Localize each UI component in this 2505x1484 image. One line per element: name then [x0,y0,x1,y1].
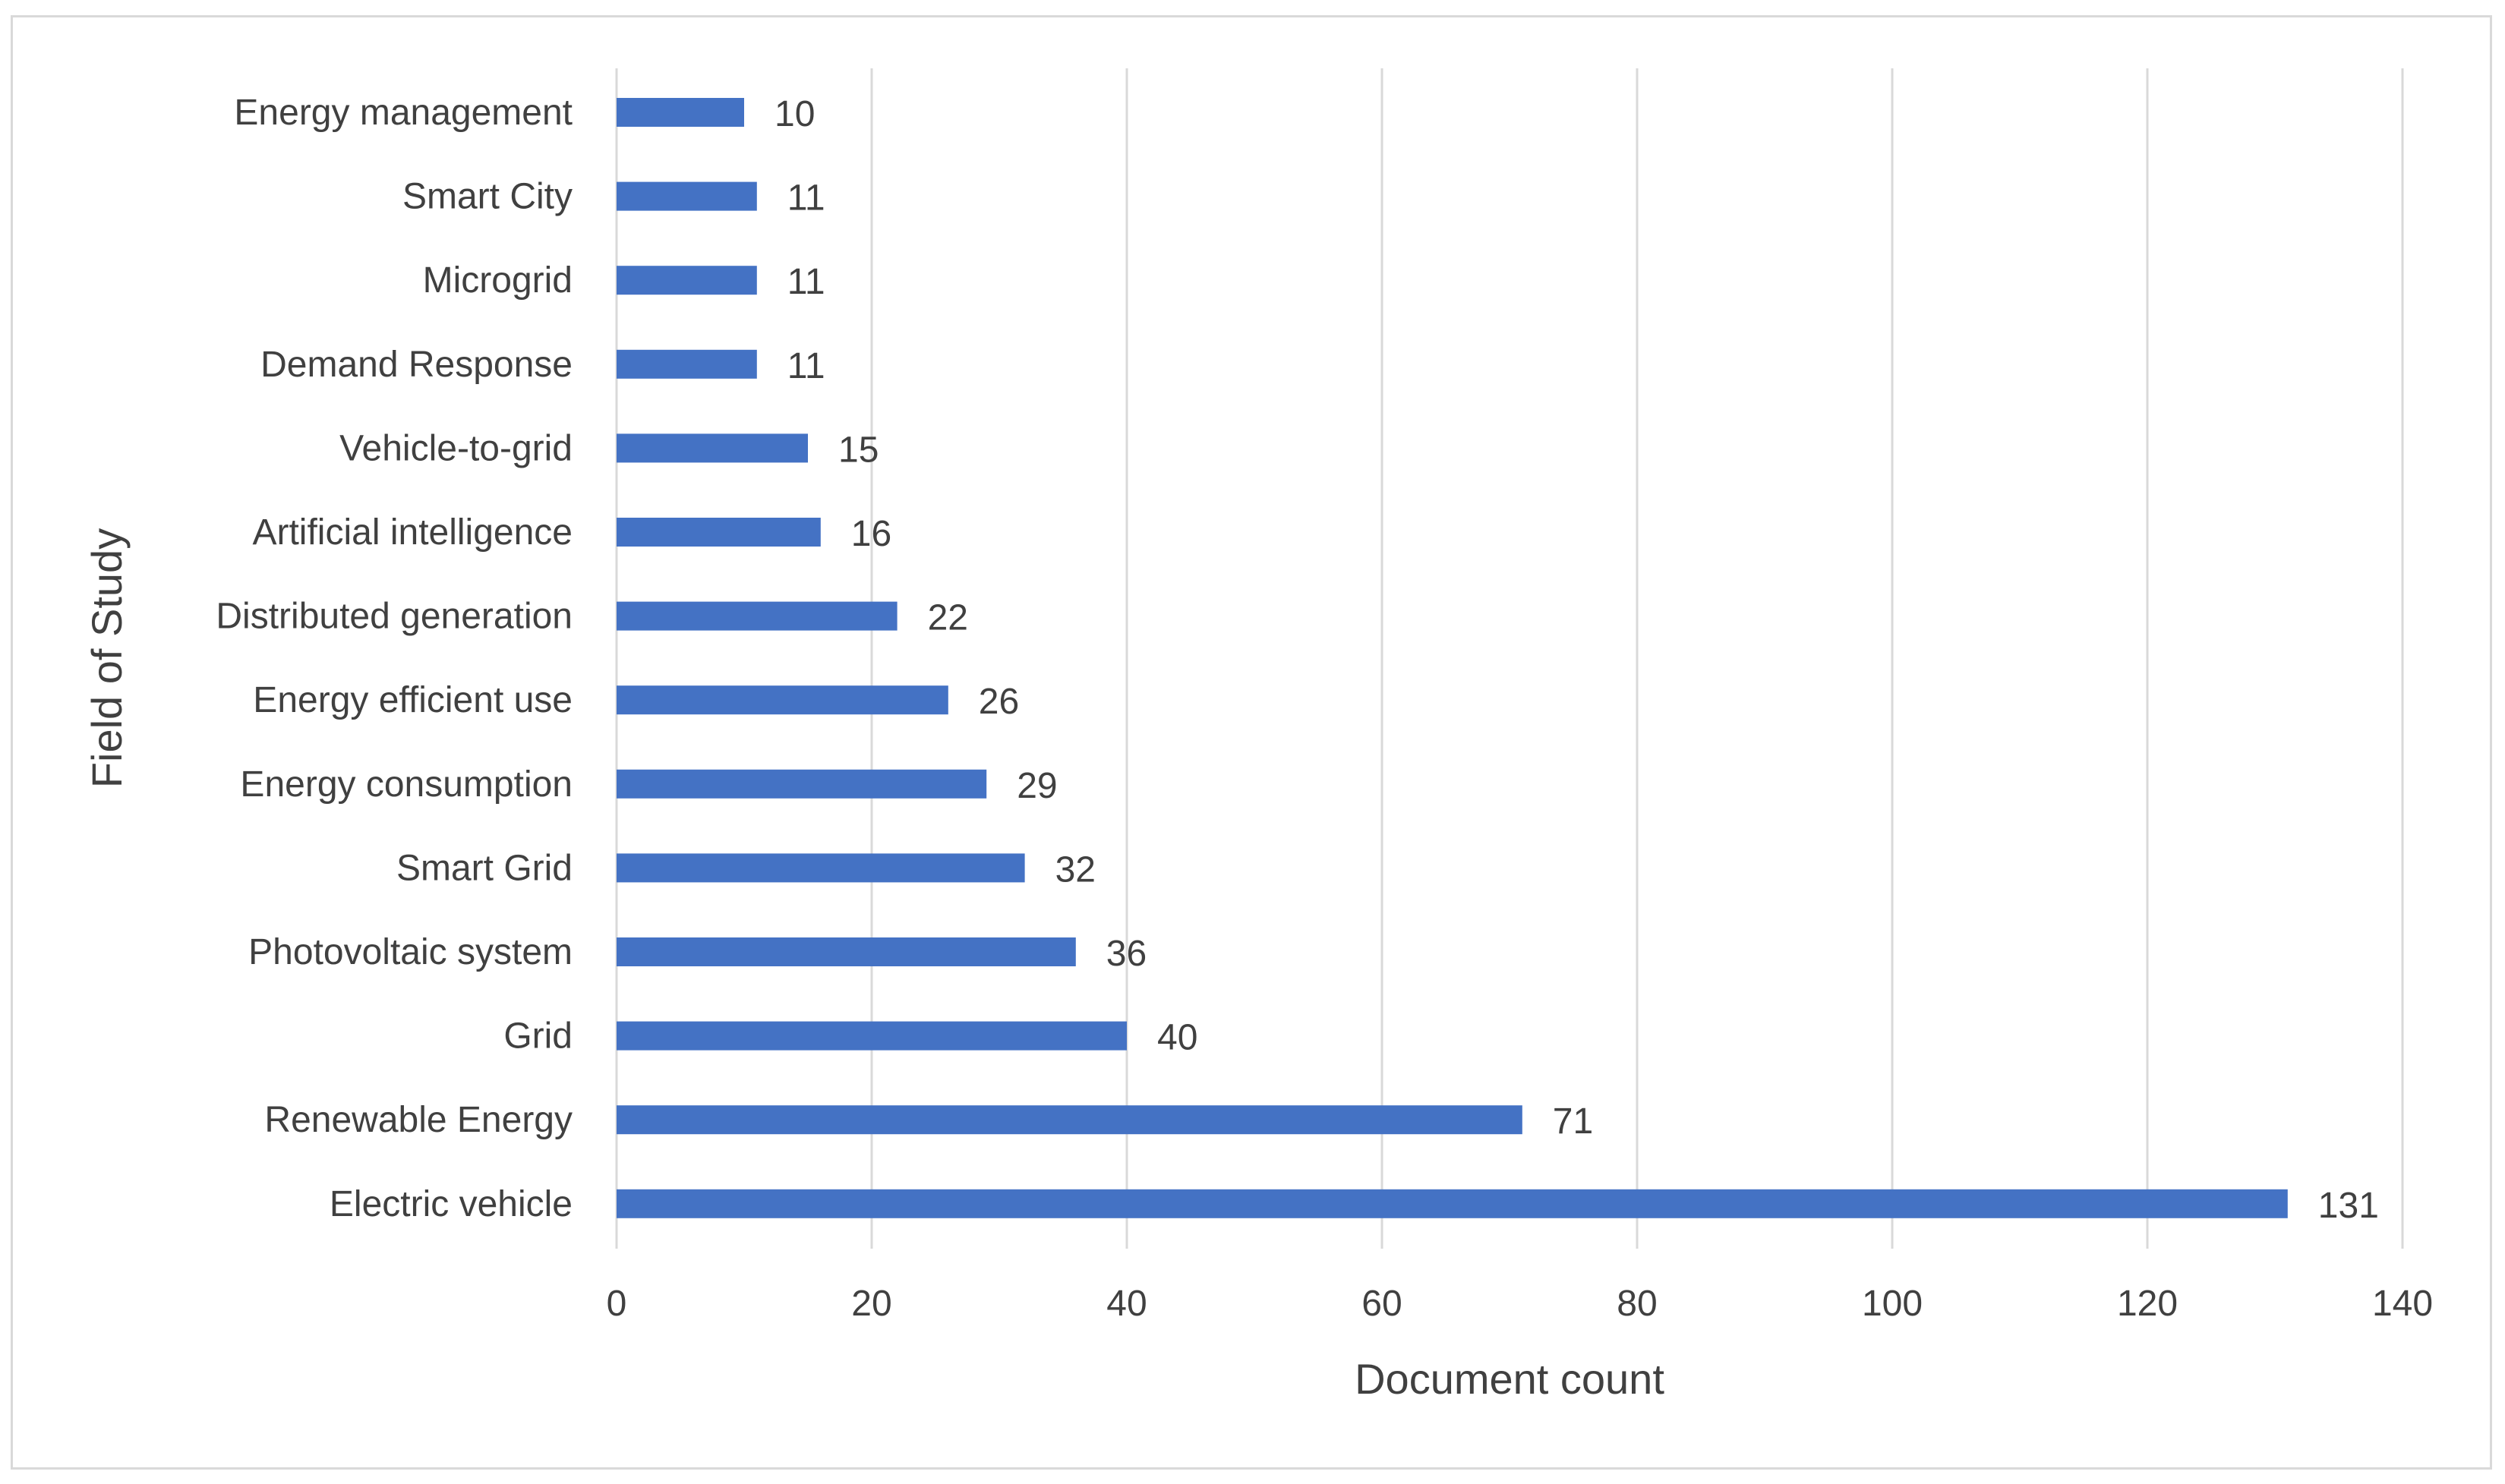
y-axis-title: Field of Study [83,528,131,788]
data-label: 16 [851,514,891,554]
x-tick-label: 20 [851,1284,891,1324]
bars [617,98,2288,1218]
bar [617,181,757,211]
bar [617,1021,1127,1051]
data-label: 11 [787,346,825,386]
category-label: Microgrid [423,260,573,301]
data-label: 71 [1553,1101,1593,1142]
bar [617,601,898,631]
data-label: 36 [1106,934,1147,974]
data-label: 15 [838,430,879,470]
data-label: 22 [928,598,968,638]
category-label: Smart City [402,177,573,217]
chart-frame [11,15,2492,1470]
bar [617,1189,2288,1218]
category-label: Energy management [234,93,573,133]
data-label: 29 [1017,766,1057,806]
x-tick-label: 40 [1106,1284,1147,1324]
x-tick-label: 100 [1862,1284,1923,1324]
category-label: Vehicle-to-grid [339,428,573,468]
bar [617,853,1025,883]
data-label: 10 [775,94,815,134]
bar [617,349,757,379]
category-label: Energy consumption [240,764,573,805]
data-label: 32 [1055,849,1096,890]
category-label: Smart Grid [396,848,573,888]
category-label: Distributed generation [216,597,573,637]
bar [617,518,821,547]
labels: 0 20 40 60 80 100 120 140 Energy management 10 Sma… [216,93,2433,1324]
x-tick-label: 0 [607,1284,627,1324]
bar [617,685,948,715]
category-label: Electric vehicle [330,1184,573,1224]
bar [617,1105,1522,1135]
category-label: Grid [503,1016,573,1057]
x-axis-title: Document count [1355,1355,1664,1403]
bar [617,433,808,463]
x-tick-label: 120 [2117,1284,2178,1324]
category-label: Demand Response [260,345,573,385]
data-label: 26 [979,682,1019,722]
bar [617,769,987,799]
category-label: Artificial intelligence [252,512,573,553]
gridlines [615,68,2404,1249]
x-tick-label: 60 [1361,1284,1402,1324]
category-label: Energy efficient use [253,680,573,720]
x-tick-label: 140 [2372,1284,2433,1324]
category-label: Renewable Energy [264,1100,573,1140]
data-label: 11 [787,262,825,302]
bar [617,266,757,295]
category-label: Photovoltaic system [248,932,573,972]
bar [617,98,744,127]
bar [617,937,1076,966]
data-label: 131 [2318,1186,2379,1226]
data-label: 11 [787,178,825,219]
x-tick-label: 80 [1617,1284,1657,1324]
data-label: 40 [1157,1018,1197,1058]
